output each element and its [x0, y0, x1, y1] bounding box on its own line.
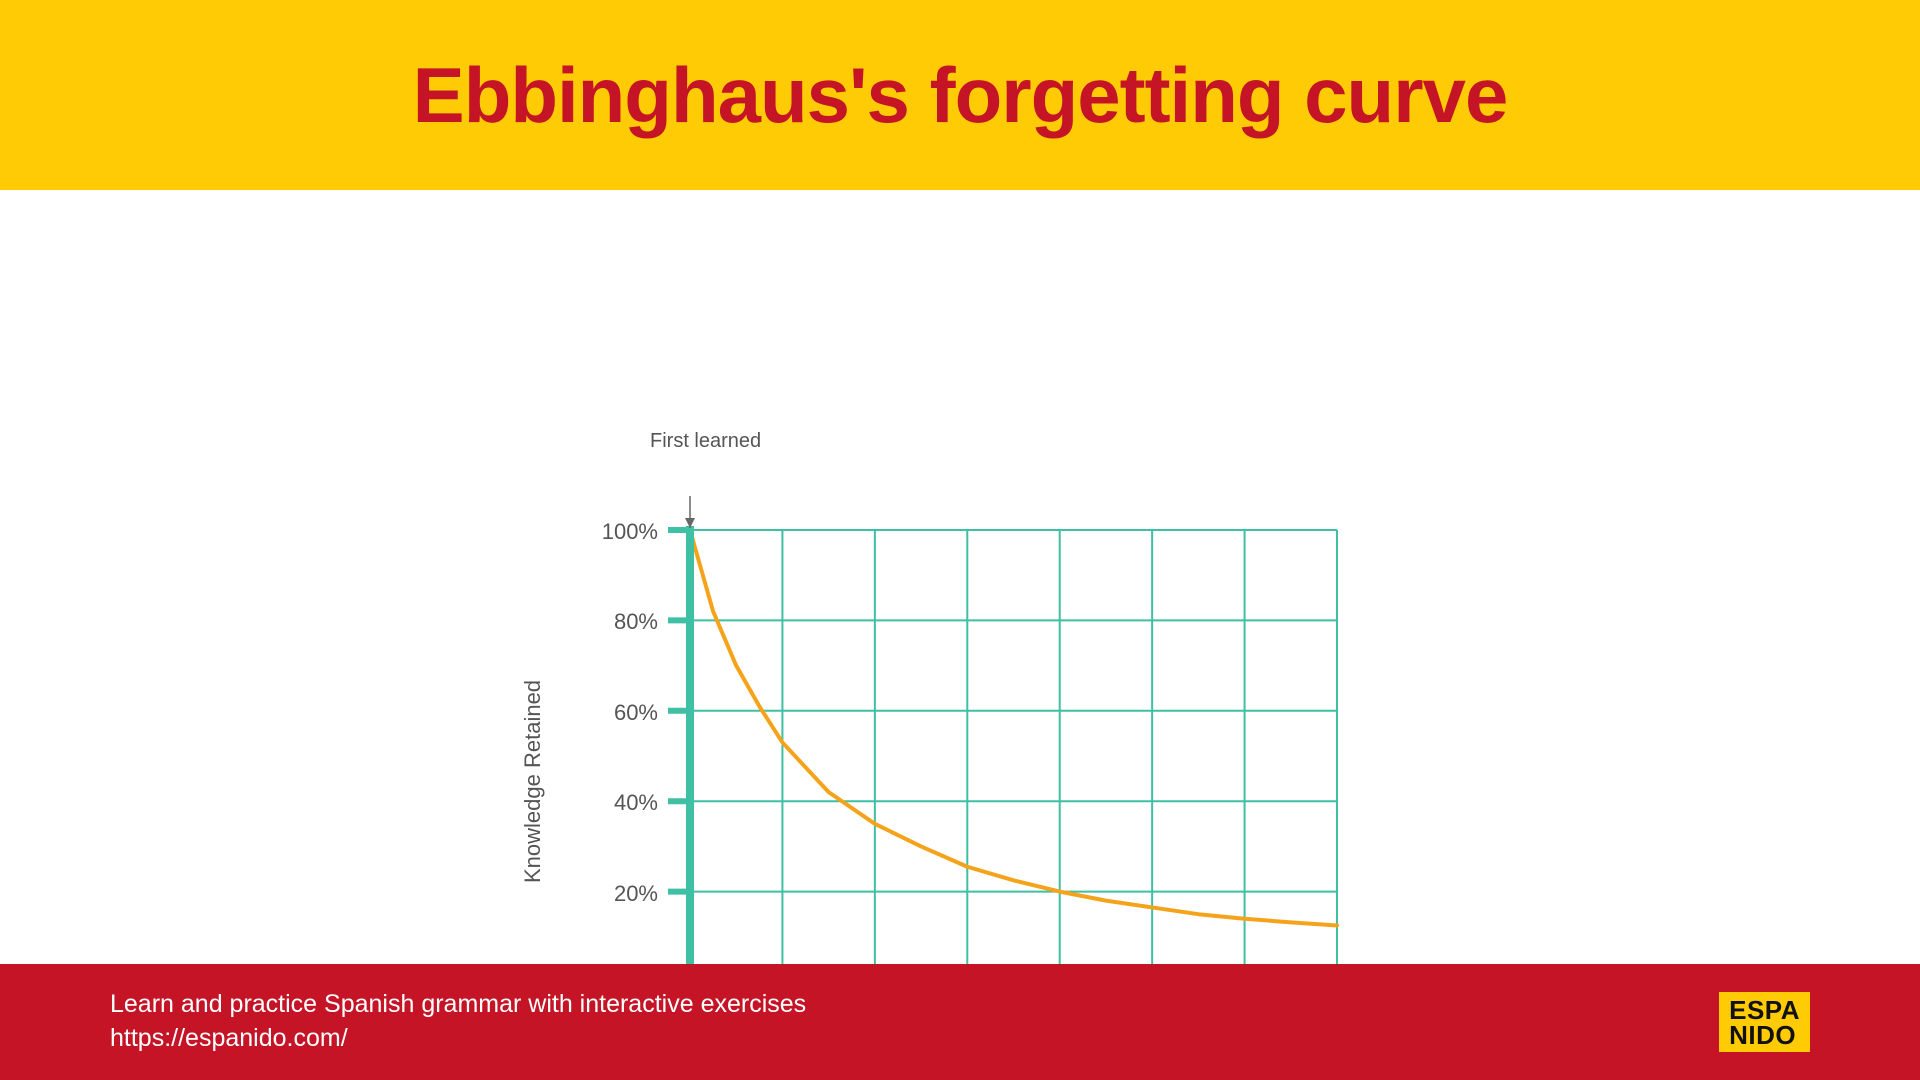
y-axis-label: Knowledge Retained — [520, 680, 546, 883]
espanido-logo: ESPA NIDO — [1719, 992, 1810, 1051]
footer-line-2: https://espanido.com/ — [110, 1022, 806, 1056]
forgetting-curve-chart — [690, 530, 1337, 982]
y-tick-label: 80% — [598, 609, 658, 635]
chart-svg — [650, 490, 1377, 1022]
footer-line-1: Learn and practice Spanish grammar with … — [110, 988, 806, 1022]
y-tick-label: 60% — [598, 700, 658, 726]
y-tick-label: 100% — [598, 519, 658, 545]
page-title: Ebbinghaus's forgetting curve — [413, 50, 1508, 141]
y-tick-label: 20% — [598, 881, 658, 907]
y-tick-label: 40% — [598, 790, 658, 816]
footer-banner: Learn and practice Spanish grammar with … — [0, 964, 1920, 1080]
header-banner: Ebbinghaus's forgetting curve — [0, 0, 1920, 190]
logo-line-2: NIDO — [1729, 1023, 1800, 1048]
first-learned-annotation: First learned — [650, 430, 761, 453]
footer-text: Learn and practice Spanish grammar with … — [110, 988, 806, 1056]
